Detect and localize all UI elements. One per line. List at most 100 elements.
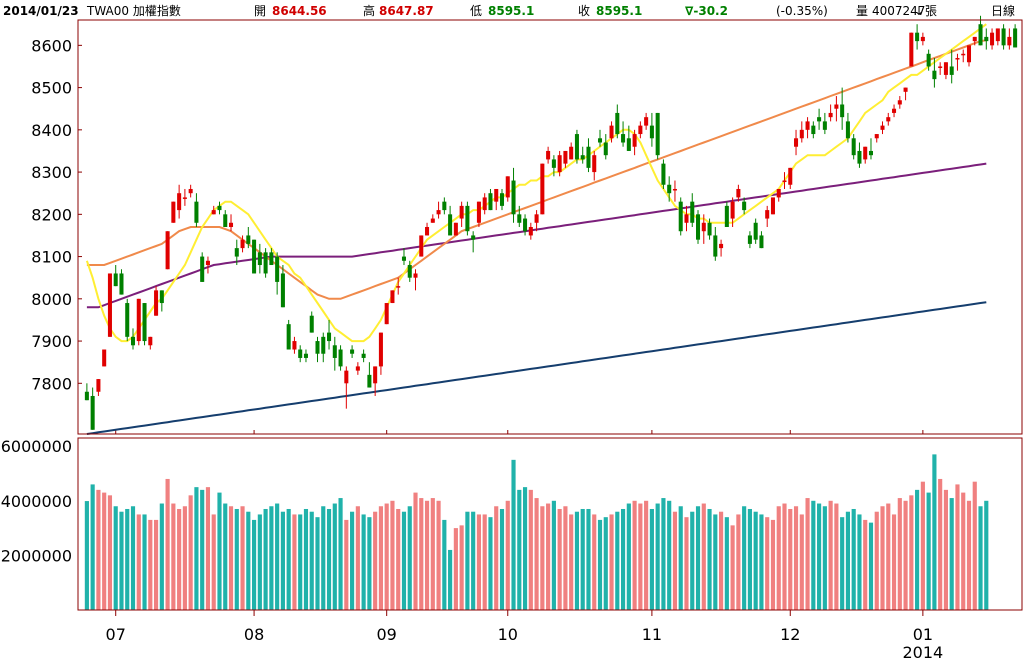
candle-body bbox=[920, 36, 925, 42]
candle-body bbox=[632, 134, 637, 147]
candle-body bbox=[990, 32, 995, 46]
high-label: 高 bbox=[363, 4, 376, 18]
volume-bar bbox=[620, 508, 626, 610]
volume-bar bbox=[448, 549, 453, 610]
volume-bar bbox=[966, 500, 972, 610]
price-tick-label: 8300 bbox=[31, 163, 72, 182]
candle-body bbox=[949, 66, 954, 75]
volume-bar bbox=[661, 498, 666, 610]
volume-bar bbox=[742, 506, 747, 610]
candle-body bbox=[148, 336, 153, 346]
volume-bar bbox=[396, 508, 401, 610]
volume-bar bbox=[845, 511, 850, 610]
candle-body bbox=[926, 53, 931, 67]
candle-body bbox=[886, 117, 891, 122]
volume-bar bbox=[465, 511, 470, 610]
candle-body bbox=[644, 117, 649, 126]
volume-bar bbox=[419, 498, 424, 610]
candle-body bbox=[649, 125, 654, 139]
volume-bar bbox=[367, 517, 372, 610]
candle-body bbox=[840, 104, 845, 118]
volume-bar bbox=[770, 519, 776, 610]
candle-body bbox=[672, 188, 677, 191]
ma20-line bbox=[86, 39, 987, 300]
candle-body bbox=[229, 222, 234, 227]
candle-body bbox=[396, 286, 401, 288]
volume-bar bbox=[471, 511, 476, 610]
candle-body bbox=[194, 201, 199, 223]
volume-bar bbox=[96, 489, 101, 610]
volume-bar bbox=[667, 500, 672, 610]
volume-bar bbox=[494, 506, 499, 610]
volume-bar bbox=[338, 498, 343, 610]
volume-bar bbox=[292, 514, 297, 610]
candle-body bbox=[130, 336, 136, 346]
date-tick-label: 10 bbox=[498, 625, 518, 644]
candle-body bbox=[240, 239, 245, 249]
candle-body bbox=[430, 218, 435, 223]
candle-body bbox=[517, 214, 522, 223]
high-value: 8647.87 bbox=[379, 4, 434, 18]
volume-tick-label: 6000000 bbox=[1, 437, 72, 456]
volume-bars bbox=[84, 454, 989, 610]
candle-body bbox=[909, 32, 914, 67]
candle-body bbox=[638, 125, 643, 135]
volume-bar bbox=[546, 503, 551, 610]
change-value: ∇-30.2 bbox=[685, 4, 728, 18]
volume-bar bbox=[476, 514, 482, 610]
volume-bar bbox=[563, 506, 568, 610]
volume-bar bbox=[528, 489, 533, 610]
volume-panel-frame bbox=[77, 437, 1023, 611]
volume-tick-label: 2000000 bbox=[1, 546, 72, 565]
volume-bar bbox=[834, 503, 839, 610]
candle-body bbox=[303, 353, 308, 358]
candle-body bbox=[90, 395, 95, 430]
candle-body bbox=[292, 341, 297, 350]
volume-bar bbox=[857, 514, 862, 610]
volume-bar bbox=[592, 514, 597, 610]
volume-bar bbox=[747, 508, 752, 610]
candle-body bbox=[425, 227, 430, 236]
candle-body bbox=[419, 235, 424, 257]
price-tick-label: 7900 bbox=[31, 332, 72, 351]
candle-body bbox=[978, 24, 983, 46]
low-value: 8595.1 bbox=[488, 4, 535, 18]
candle-body bbox=[822, 121, 827, 130]
candle-body bbox=[119, 273, 124, 295]
candle-body bbox=[1013, 28, 1018, 48]
volume-bar bbox=[378, 506, 383, 610]
candle-body bbox=[200, 256, 205, 282]
volume-bar bbox=[200, 489, 205, 610]
price-panel-frame bbox=[77, 19, 1023, 435]
candle-body bbox=[972, 36, 977, 42]
candle-body bbox=[252, 239, 257, 274]
volume-bar bbox=[776, 506, 781, 610]
volume-bar bbox=[499, 508, 505, 610]
volume-bar bbox=[644, 500, 649, 610]
candle-body bbox=[246, 235, 251, 244]
year-label: 2014 bbox=[903, 643, 944, 662]
volume-bar bbox=[932, 454, 937, 610]
volume-bar bbox=[165, 478, 170, 610]
volume-bar bbox=[822, 506, 827, 610]
candle-body bbox=[805, 121, 810, 130]
volume-bar bbox=[897, 498, 902, 610]
candle-body bbox=[171, 201, 176, 223]
volume-bar bbox=[978, 506, 983, 610]
candle-body bbox=[655, 112, 660, 156]
candle-body bbox=[332, 345, 337, 358]
symbol-name: TWA00 加權指數 bbox=[87, 4, 181, 18]
volume-bar bbox=[171, 503, 176, 610]
candle-body bbox=[540, 163, 545, 215]
candle-body bbox=[966, 45, 972, 63]
volume-bar bbox=[724, 517, 729, 610]
candle-body bbox=[592, 155, 597, 173]
candle-body bbox=[765, 210, 770, 219]
candle-body bbox=[442, 201, 447, 211]
price-tick-label: 8000 bbox=[31, 290, 72, 309]
volume-bar bbox=[551, 500, 556, 610]
price-tick-label: 8500 bbox=[31, 79, 72, 98]
volume-bar bbox=[759, 514, 764, 610]
volume-bar bbox=[142, 514, 147, 610]
candle-body bbox=[102, 349, 107, 367]
